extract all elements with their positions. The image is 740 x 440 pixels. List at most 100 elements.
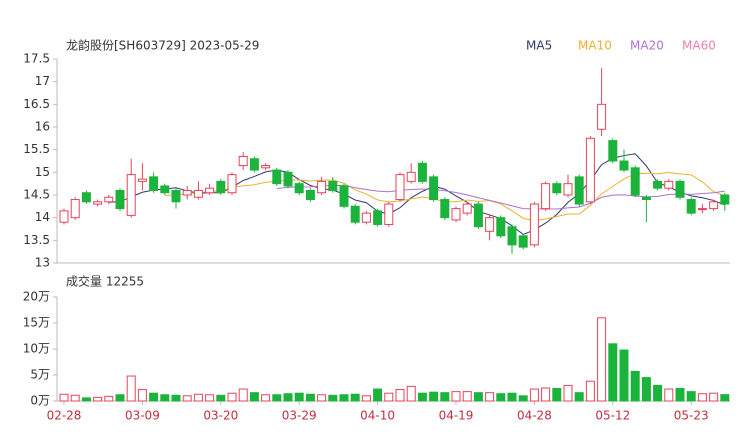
y-tick-label: 16 — [35, 120, 50, 134]
volume-bar — [339, 394, 349, 402]
legend-entry: MA60 — [682, 39, 716, 53]
volume-bar — [641, 377, 651, 402]
candle-body — [507, 226, 517, 246]
volume-bar — [249, 392, 259, 402]
volume-bar — [485, 392, 495, 402]
candle-body — [227, 174, 237, 194]
volume-bar — [608, 343, 618, 402]
candle-body — [205, 187, 215, 194]
volume-bar — [518, 395, 528, 402]
volume-bar — [709, 392, 719, 402]
volume-bar — [451, 391, 461, 402]
candle-body — [597, 103, 607, 130]
candle-body — [373, 210, 383, 225]
volume-bar — [552, 388, 562, 402]
volume-bar — [406, 385, 416, 402]
volume-bar — [619, 349, 629, 402]
x-tick-label: 04-19 — [439, 409, 474, 423]
volume-bar — [115, 394, 125, 402]
candle-body — [104, 196, 114, 203]
candle-body — [541, 183, 551, 210]
y-tick-label: 17.5 — [23, 52, 50, 66]
y-tick-label: 17 — [35, 74, 50, 88]
candle-body — [350, 205, 360, 223]
volume-bar — [70, 394, 80, 402]
volume-bar — [417, 392, 427, 402]
candle-body — [328, 180, 338, 191]
candle-body — [171, 189, 181, 203]
candle-body — [93, 201, 103, 205]
x-tick-label: 02-28 — [47, 409, 82, 423]
v-tick-label: 15万 — [23, 316, 50, 330]
volume-bar — [137, 389, 147, 402]
volume-bar — [317, 394, 327, 402]
candle-body — [585, 137, 595, 203]
legend-entry: MA10 — [578, 39, 612, 53]
candle-body — [709, 201, 719, 210]
volume-bar — [496, 393, 506, 402]
volume-bar — [597, 317, 607, 402]
volume-bar — [361, 395, 371, 402]
candle-body — [608, 140, 618, 162]
candle-body — [641, 196, 651, 201]
candle-body — [261, 165, 271, 169]
volume-bar — [395, 389, 405, 402]
volume-bar — [541, 387, 551, 402]
volume-bar — [283, 393, 293, 402]
candle-body — [317, 180, 327, 194]
volume-bar — [373, 388, 383, 402]
volume-bar — [630, 370, 640, 402]
candle-body — [193, 189, 203, 198]
volume-bar — [261, 394, 271, 402]
candle-body — [406, 171, 416, 182]
v-tick-label: 20万 — [23, 290, 50, 304]
volume-bar — [384, 392, 394, 402]
candle-body — [451, 208, 461, 221]
candle-body — [619, 160, 629, 171]
volume-bar — [462, 391, 472, 402]
candle-body — [653, 180, 663, 189]
volume-bar — [328, 394, 338, 402]
volume-bar — [585, 380, 595, 402]
candle-body — [305, 189, 315, 201]
x-tick-label: 03-20 — [203, 409, 238, 423]
volume-bar — [686, 391, 696, 402]
candle-body — [697, 208, 707, 211]
x-tick-label: 04-10 — [360, 409, 395, 423]
volume-bar — [171, 394, 181, 402]
legend-entry: MA20 — [630, 39, 664, 53]
candle-body — [496, 217, 506, 237]
volume-bar — [216, 394, 226, 402]
volume-bar — [205, 394, 215, 402]
volume-bar — [507, 392, 517, 402]
y-tick-label: 16.5 — [23, 97, 50, 111]
candle-body — [664, 180, 674, 189]
candle-body — [552, 183, 562, 194]
volume-bar — [664, 388, 674, 402]
chart-title: 龙韵股份[SH603729] 2023-05-29 — [66, 38, 259, 53]
x-tick-label: 05-23 — [674, 409, 709, 423]
volume-bar — [93, 396, 103, 402]
volume-bar — [440, 392, 450, 402]
volume-bar — [720, 394, 730, 402]
candle-body — [238, 155, 248, 167]
candle-body — [272, 169, 282, 185]
y-tick-label: 14 — [35, 210, 50, 224]
candle-body — [126, 174, 136, 216]
legend-entry: MA5 — [526, 39, 552, 53]
volume-bar — [59, 393, 69, 402]
x-tick-label: 03-09 — [125, 409, 160, 423]
x-tick-label: 04-28 — [517, 409, 552, 423]
volume-bar — [193, 393, 203, 402]
candle-body — [339, 185, 349, 207]
volume-bar — [529, 388, 539, 402]
candle-body — [518, 235, 528, 248]
volume-bar — [653, 384, 663, 402]
candle-body — [361, 212, 371, 223]
v-tick-label: 10万 — [23, 342, 50, 356]
volume-bar — [272, 394, 282, 402]
volume-bar — [429, 391, 439, 402]
volume-bar — [126, 375, 136, 402]
y-tick-label: 14.5 — [23, 188, 50, 202]
